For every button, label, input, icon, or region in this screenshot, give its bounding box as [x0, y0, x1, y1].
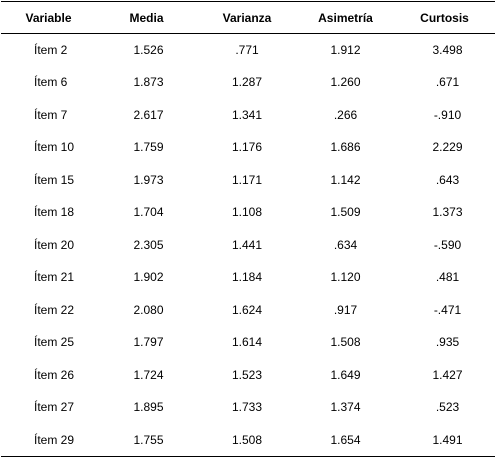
- table-row: Ítem 18 1.704 1.108 1.509 1.373: [1, 196, 495, 229]
- cell-varianza: 1.176: [231, 140, 263, 155]
- cell-curtosis: 1.373: [432, 205, 463, 220]
- cell-asimetria: 1.686: [330, 140, 361, 155]
- cell-media: 1.759: [133, 140, 164, 155]
- cell-variable: Ítem 26: [34, 367, 75, 382]
- cell-varianza: 1.341: [231, 107, 263, 122]
- cell-media: 1.724: [133, 367, 164, 382]
- table-row: Ítem 15 1.973 1.171 1.142 .643: [1, 164, 495, 197]
- cell-curtosis: 3.498: [432, 43, 463, 57]
- cell-media: 1.704: [133, 205, 164, 220]
- cell-curtosis: -.590: [433, 237, 462, 252]
- cell-varianza: 1.624: [231, 302, 263, 317]
- cell-asimetria: 1.509: [330, 205, 361, 220]
- cell-asimetria: .917: [333, 302, 358, 317]
- cell-variable: Ítem 22: [34, 302, 75, 317]
- cell-variable: Ítem 6: [34, 75, 68, 90]
- cell-variable: Ítem 27: [34, 400, 75, 415]
- cell-asimetria: 1.374: [330, 400, 361, 415]
- cell-curtosis: .935: [435, 335, 460, 350]
- cell-variable: Ítem 10: [34, 140, 75, 155]
- cell-asimetria: 1.649: [330, 367, 361, 382]
- cell-asimetria: 1.912: [330, 43, 361, 57]
- cell-varianza: 1.108: [231, 205, 263, 220]
- cell-curtosis: -.910: [433, 107, 462, 122]
- cell-varianza: 1.508: [197, 423, 297, 457]
- cell-variable: Ítem 29: [1, 423, 96, 457]
- cell-variable: Ítem 7: [34, 107, 68, 122]
- cell-curtosis: 2.229: [432, 140, 463, 155]
- cell-varianza: 1.287: [231, 75, 263, 90]
- table-row: Ítem 25 1.797 1.614 1.508 .935: [1, 326, 495, 359]
- cell-varianza: 1.523: [231, 367, 263, 382]
- table-header-row: Variable Media Varianza Asimetría Curtos…: [1, 1, 495, 34]
- table-row: Ítem 21 1.902 1.184 1.120 .481: [1, 261, 495, 294]
- header-media: Media: [96, 1, 197, 34]
- table-row: Ítem 6 1.873 1.287 1.260 .671: [1, 66, 495, 99]
- table-body: Ítem 2 1.526 .771 1.912 3.498 Ítem 6 1.873 1.28…: [1, 34, 495, 457]
- cell-asimetria: 1.654: [297, 423, 394, 457]
- cell-variable: Ítem 20: [34, 237, 75, 252]
- cell-media: 2.080: [133, 302, 164, 317]
- cell-variable: Ítem 25: [34, 335, 75, 350]
- table-row: Ítem 22 2.080 1.624 .917 -.471: [1, 294, 495, 327]
- cell-curtosis: .643: [435, 172, 460, 187]
- cell-varianza: 1.184: [231, 270, 263, 285]
- header-varianza: Varianza: [197, 1, 297, 34]
- cell-asimetria: .634: [333, 237, 358, 252]
- cell-variable: Ítem 15: [34, 172, 75, 187]
- cell-asimetria: .266: [333, 107, 358, 122]
- cell-media: 1.902: [133, 270, 164, 285]
- header-asimetria: Asimetría: [297, 1, 394, 34]
- cell-variable: Ítem 2: [34, 43, 68, 57]
- cell-curtosis: 1.491: [394, 423, 495, 457]
- cell-media: 1.755: [96, 423, 197, 457]
- cell-curtosis: -.471: [433, 302, 462, 317]
- header-variable: Variable: [1, 1, 96, 34]
- cell-media: 1.797: [133, 335, 164, 350]
- header-curtosis: Curtosis: [394, 1, 495, 34]
- cell-curtosis: 1.427: [432, 367, 463, 382]
- table-row: Ítem 26 1.724 1.523 1.649 1.427: [1, 359, 495, 392]
- cell-curtosis: .671: [435, 75, 460, 90]
- table-row: Ítem 7 2.617 1.341 .266 -.910: [1, 99, 495, 132]
- cell-varianza: 1.171: [231, 172, 263, 187]
- cell-variable: Ítem 21: [34, 270, 75, 285]
- table-row: Ítem 20 2.305 1.441 .634 -.590: [1, 229, 495, 262]
- cell-curtosis: .523: [435, 400, 460, 415]
- cell-media: 1.526: [133, 43, 164, 57]
- cell-varianza: 1.614: [231, 335, 263, 350]
- cell-media: 1.973: [133, 172, 164, 187]
- cell-varianza: 1.441: [231, 237, 263, 252]
- cell-varianza: 1.733: [231, 400, 263, 415]
- cell-media: 2.617: [133, 107, 164, 122]
- table-row: Ítem 27 1.895 1.733 1.374 .523: [1, 391, 495, 424]
- cell-asimetria: 1.120: [330, 270, 361, 285]
- cell-media: 1.873: [133, 75, 164, 90]
- cell-asimetria: 1.508: [330, 335, 361, 350]
- table-row: Ítem 10 1.759 1.176 1.686 2.229: [1, 131, 495, 164]
- cell-varianza: .771: [235, 43, 259, 57]
- cell-variable: Ítem 18: [34, 205, 75, 220]
- cell-asimetria: 1.260: [330, 75, 361, 90]
- cell-curtosis: .481: [435, 270, 460, 285]
- table-row: Ítem 29 1.755 1.508 1.654 1.491: [1, 423, 495, 457]
- cell-media: 1.895: [133, 400, 164, 415]
- table-row: Ítem 2 1.526 .771 1.912 3.498: [1, 34, 495, 67]
- cell-asimetria: 1.142: [330, 172, 361, 187]
- cell-media: 2.305: [133, 237, 164, 252]
